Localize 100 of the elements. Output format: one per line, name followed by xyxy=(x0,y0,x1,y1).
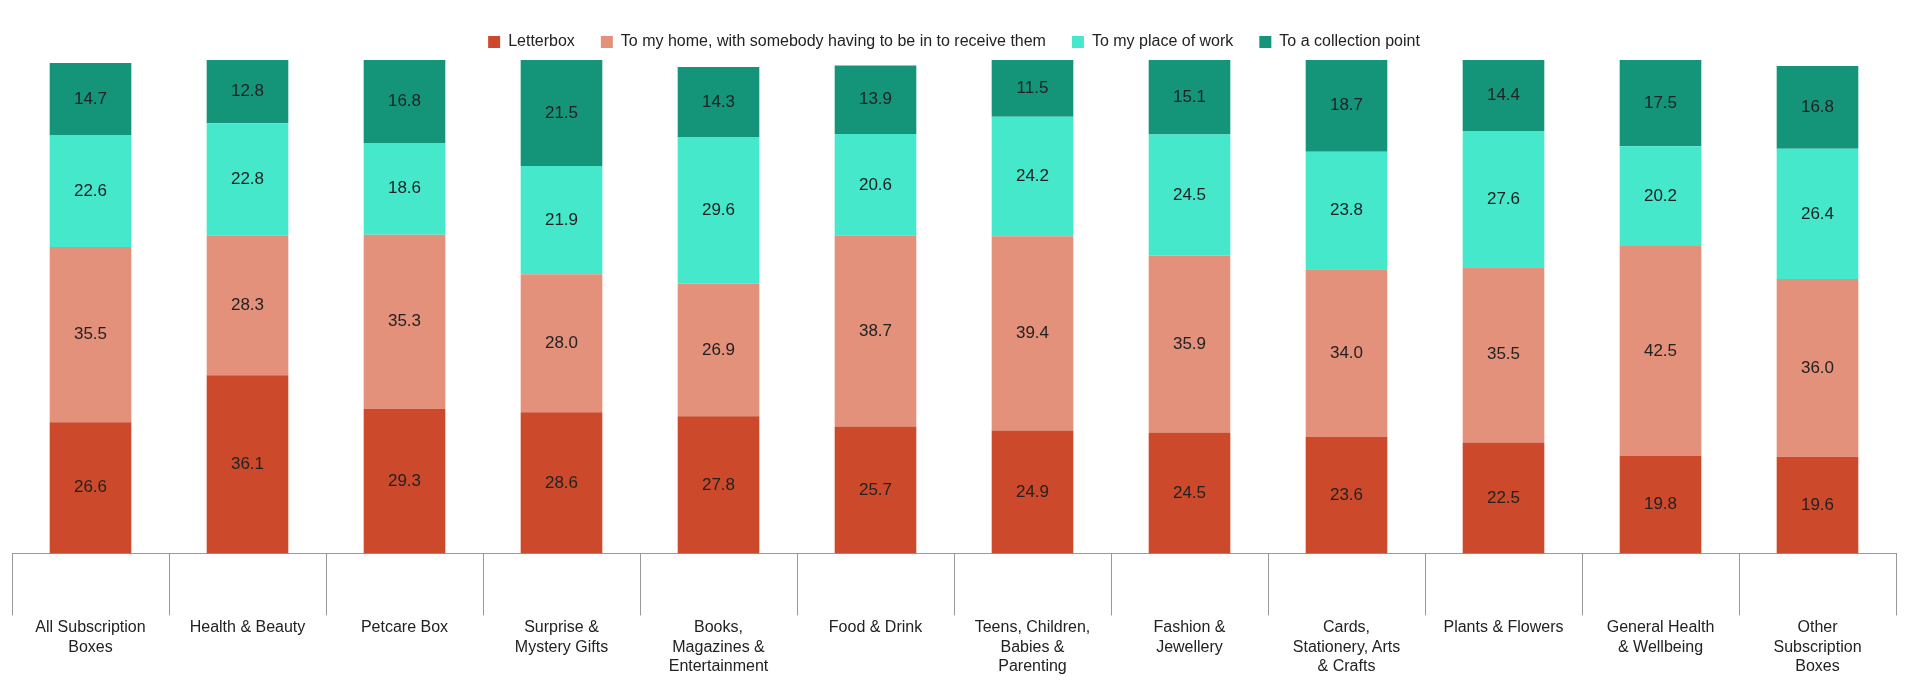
x-tick-label: Fashion & Jewellery xyxy=(1153,618,1226,655)
data-label: 25.7 xyxy=(858,479,893,499)
data-label: 15.1 xyxy=(1172,86,1207,106)
data-label: 22.5 xyxy=(1486,487,1521,507)
bar xyxy=(677,66,760,138)
bar xyxy=(991,60,1074,117)
bar xyxy=(677,416,760,554)
data-label: 14.3 xyxy=(701,91,736,111)
x-tick-label: General Health & Wellbeing xyxy=(1606,618,1715,655)
data-label: 24.9 xyxy=(1015,481,1050,501)
data-label: 22.8 xyxy=(230,169,265,189)
x-tick-label: Books, Magazines & Entertainment xyxy=(668,618,769,674)
bar xyxy=(1462,442,1545,554)
data-label: 29.3 xyxy=(387,470,422,490)
data-label: 26.9 xyxy=(701,339,736,359)
data-label: 13.9 xyxy=(858,89,893,109)
bar xyxy=(49,247,132,423)
bar xyxy=(49,422,132,554)
bar xyxy=(834,65,917,135)
bar xyxy=(1305,436,1388,554)
data-label: 20.2 xyxy=(1643,185,1678,205)
x-tick-label: Plants & Flowers xyxy=(1443,618,1564,636)
data-label: 39.4 xyxy=(1015,323,1050,343)
x-tick-label: Surprise & Mystery Gifts xyxy=(514,618,609,655)
bar xyxy=(49,62,132,136)
legend-label: To my place of work xyxy=(1091,32,1235,50)
bar xyxy=(1148,134,1231,256)
data-label: 34.0 xyxy=(1329,342,1364,362)
data-label: 29.6 xyxy=(701,200,736,220)
data-label: 35.3 xyxy=(387,311,422,331)
bar xyxy=(1148,60,1231,135)
data-label: 27.8 xyxy=(701,474,736,494)
bar xyxy=(1462,60,1545,132)
bar xyxy=(677,137,760,284)
bar xyxy=(363,408,446,554)
bar xyxy=(520,166,603,275)
bar xyxy=(834,426,917,554)
data-label: 19.6 xyxy=(1800,494,1835,514)
x-tick-label: Cards, Stationery, Arts & Crafts xyxy=(1292,618,1401,674)
bar xyxy=(677,283,760,417)
data-label: 35.5 xyxy=(1486,344,1521,364)
bar xyxy=(1619,246,1702,456)
bar xyxy=(1776,65,1859,149)
data-label: 42.5 xyxy=(1643,340,1678,360)
bar xyxy=(49,135,132,247)
data-label: 17.5 xyxy=(1643,92,1678,112)
bar xyxy=(363,60,446,143)
data-label: 28.3 xyxy=(230,295,265,315)
data-label: 28.0 xyxy=(544,332,579,352)
data-label: 12.8 xyxy=(230,81,265,101)
data-label: 26.6 xyxy=(73,477,108,497)
data-label: 21.9 xyxy=(544,209,579,229)
data-label: 24.5 xyxy=(1172,184,1207,204)
data-label: 35.5 xyxy=(73,324,108,344)
data-label: 18.6 xyxy=(387,178,422,198)
bar xyxy=(1776,279,1859,457)
data-label: 19.8 xyxy=(1643,494,1678,514)
bar xyxy=(1462,131,1545,268)
bar xyxy=(991,116,1074,237)
bar xyxy=(1619,60,1702,147)
data-label: 36.0 xyxy=(1800,357,1835,377)
bar xyxy=(834,134,917,236)
data-label: 11.5 xyxy=(1016,78,1049,98)
data-label: 14.7 xyxy=(73,88,108,108)
bar xyxy=(206,235,289,376)
bar xyxy=(1148,432,1231,554)
x-tick-label: Food & Drink xyxy=(828,618,924,636)
bar xyxy=(363,142,446,235)
data-label: 24.5 xyxy=(1172,482,1207,502)
data-label: 23.6 xyxy=(1329,484,1364,504)
bar xyxy=(1776,456,1859,554)
data-label: 35.9 xyxy=(1172,333,1207,353)
data-label: 23.8 xyxy=(1329,200,1364,220)
data-label: 18.7 xyxy=(1329,95,1364,115)
data-label: 27.6 xyxy=(1486,188,1521,208)
bar xyxy=(520,274,603,413)
data-label: 26.4 xyxy=(1800,203,1835,223)
bar xyxy=(206,60,289,124)
bar xyxy=(520,412,603,554)
data-label: 38.7 xyxy=(858,320,893,340)
x-tick-label: Other Subscription Boxes xyxy=(1773,618,1862,674)
bar xyxy=(363,234,446,409)
data-label: 14.4 xyxy=(1486,85,1521,105)
bar xyxy=(991,236,1074,431)
data-label: 20.6 xyxy=(858,174,893,194)
bar xyxy=(1776,148,1859,280)
bar xyxy=(206,375,289,554)
bar xyxy=(1305,151,1388,270)
data-label: 16.8 xyxy=(1800,97,1835,117)
bar xyxy=(1148,255,1231,433)
x-tick-label: Teens, Children, Babies & Parenting xyxy=(974,618,1091,674)
data-label: 16.8 xyxy=(387,91,422,111)
data-label: 36.1 xyxy=(230,454,265,474)
data-label: 24.2 xyxy=(1015,166,1050,186)
data-label: 28.6 xyxy=(544,472,579,492)
legend-label: To my home, with somebody having to be in to receive them xyxy=(620,32,1046,50)
x-tick-label: All Subscription Boxes xyxy=(35,618,146,655)
bar xyxy=(834,235,917,427)
bar xyxy=(1619,455,1702,554)
bar xyxy=(206,123,289,236)
